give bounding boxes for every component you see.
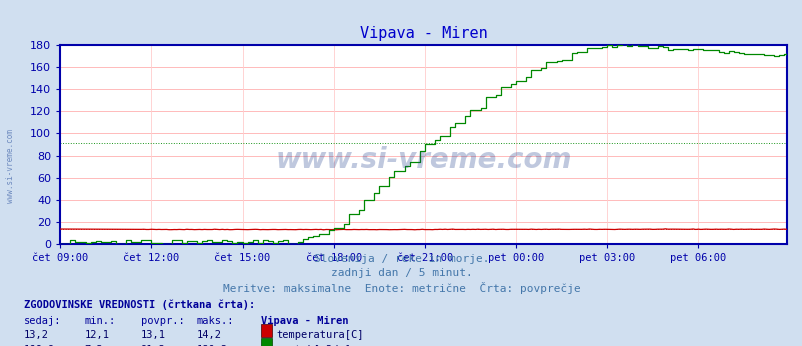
Text: Slovenija / reke in morje.: Slovenija / reke in morje.	[314, 254, 488, 264]
Text: sedaj:: sedaj:	[24, 316, 62, 326]
Text: 91,2: 91,2	[140, 345, 165, 346]
Text: temperatura[C]: temperatura[C]	[276, 330, 363, 340]
Title: Vipava - Miren: Vipava - Miren	[359, 26, 487, 41]
Text: povpr.:: povpr.:	[140, 316, 184, 326]
Text: 12,1: 12,1	[84, 330, 109, 340]
Text: pretok[m3/s]: pretok[m3/s]	[276, 345, 350, 346]
Text: Meritve: maksimalne  Enote: metrične  Črta: povprečje: Meritve: maksimalne Enote: metrične Črta…	[222, 282, 580, 294]
Text: 7,3: 7,3	[84, 345, 103, 346]
Text: ZGODOVINSKE VREDNOSTI (črtkana črta):: ZGODOVINSKE VREDNOSTI (črtkana črta):	[24, 299, 255, 310]
Text: zadnji dan / 5 minut.: zadnji dan / 5 minut.	[330, 268, 472, 278]
Text: www.si-vreme.com: www.si-vreme.com	[6, 129, 15, 203]
Text: 166,9: 166,9	[24, 345, 55, 346]
Text: 13,1: 13,1	[140, 330, 165, 340]
Text: 180,2: 180,2	[196, 345, 228, 346]
Text: min.:: min.:	[84, 316, 115, 326]
Text: maks.:: maks.:	[196, 316, 234, 326]
Text: www.si-vreme.com: www.si-vreme.com	[275, 146, 571, 174]
Text: 13,2: 13,2	[24, 330, 49, 340]
Text: 14,2: 14,2	[196, 330, 221, 340]
Text: Vipava - Miren: Vipava - Miren	[261, 316, 348, 326]
